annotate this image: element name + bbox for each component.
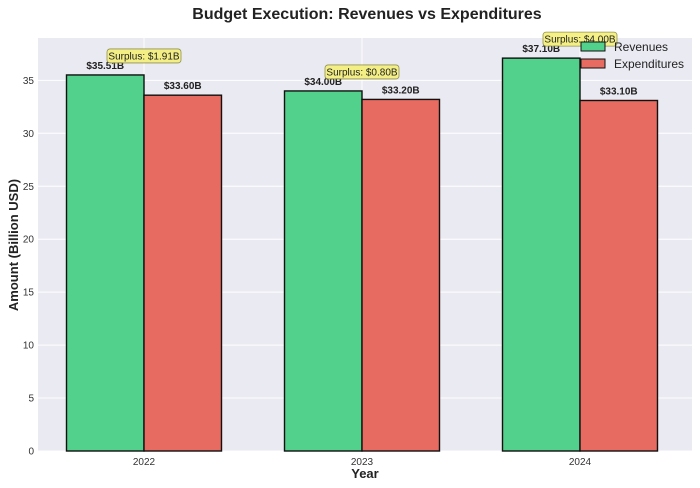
bars	[65, 57, 659, 452]
legend-swatch-expenditures	[580, 58, 606, 69]
surplus-annotation: Surplus: $1.91B	[106, 48, 182, 64]
revenue-value-label: $37.10B	[522, 44, 560, 55]
annotation-text: Surplus: $0.80B	[326, 67, 397, 78]
expenditure-value-label: $33.60B	[164, 81, 202, 92]
annotation-box	[324, 64, 400, 80]
x-tick-label: 2024	[569, 457, 592, 468]
expenditure-bar-2022	[143, 94, 223, 452]
x-tick-label: 2023	[351, 457, 374, 468]
x-axis-label: Year	[351, 466, 378, 481]
annotation-text: Surplus: $1.91B	[108, 51, 179, 62]
expenditure-bar-2023	[361, 98, 441, 452]
legend-label-revenues: Revenues	[614, 40, 668, 54]
surplus-annotation: Surplus: $0.80B	[324, 64, 400, 80]
x-axis-ticks: 2022 2023 2024	[133, 457, 592, 468]
expenditure-bar-2024	[579, 99, 659, 452]
revenue-bar-2023	[283, 90, 363, 452]
annotation-text: Surplus: $4.00B	[544, 35, 615, 46]
legend: Revenues Expenditures	[580, 40, 684, 71]
y-tick-label: 20	[23, 235, 35, 246]
expenditure-value-label: $33.20B	[382, 85, 420, 96]
y-tick-label: 30	[23, 129, 35, 140]
legend-swatch-revenues	[580, 41, 606, 52]
y-axis-ticks: 0 5 10 15 20 25 30 35	[23, 76, 35, 458]
x-tick-label: 2022	[133, 457, 156, 468]
revenue-bar-2022	[65, 74, 145, 452]
revenue-bar-2024	[501, 57, 581, 452]
chart-title: Budget Execution: Revenues vs Expenditur…	[192, 6, 542, 23]
expenditure-value-label: $33.10B	[600, 86, 638, 97]
revenue-value-label: $34.00B	[304, 77, 342, 88]
y-tick-label: 0	[28, 447, 34, 458]
y-tick-label: 35	[23, 76, 35, 87]
surplus-annotation: Surplus: $4.00B	[542, 31, 618, 47]
value-labels: $35.51B $34.00B $37.10B $33.60B $33.20B $33.1…	[86, 44, 637, 97]
y-tick-label: 15	[23, 288, 35, 299]
revenue-value-label: $35.51B	[86, 61, 124, 72]
annotation-box	[106, 48, 182, 64]
y-tick-label: 10	[23, 341, 35, 352]
y-axis-label: Amount (Billion USD)	[6, 179, 21, 311]
legend-label-expenditures: Expenditures	[614, 57, 684, 71]
y-tick-label: 25	[23, 182, 35, 193]
y-tick-label: 5	[28, 394, 34, 405]
